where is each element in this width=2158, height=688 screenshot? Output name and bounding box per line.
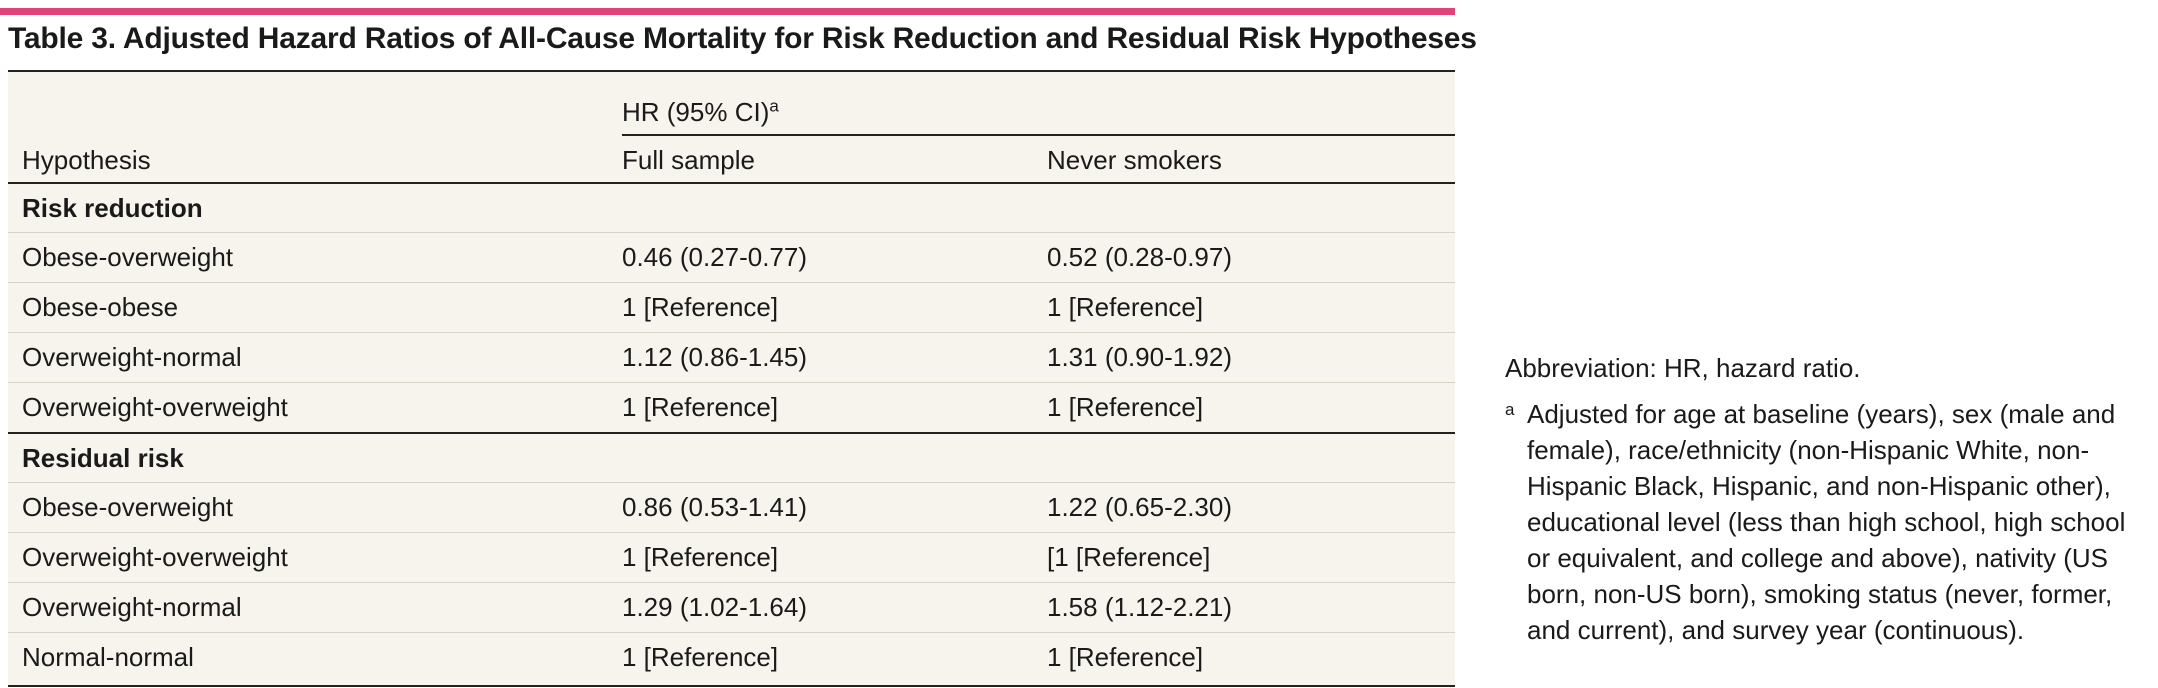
table-row: Obese-overweight 0.86 (0.53-1.41) 1.22 (… [8,482,1455,533]
hazard-ratio-table: HR (95% CI)a Hypothesis Full sample Neve… [8,72,1455,682]
never-smokers-cell: 1 [Reference] [1047,382,1455,433]
section-label: Residual risk [8,432,1455,483]
header-row-2: Hypothesis Full sample Never smokers [8,135,1455,183]
hypothesis-cell: Overweight-overweight [8,382,622,433]
table-row: Obese-overweight 0.46 (0.27-0.77) 0.52 (… [8,232,1455,283]
full-sample-cell: 0.46 (0.27-0.77) [622,232,1047,283]
table-row: Obese-obese 1 [Reference] 1 [Reference] [8,282,1455,333]
never-smokers-cell: 1 [Reference] [1047,632,1455,682]
table-row: Overweight-overweight 1 [Reference] 1 [R… [8,382,1455,433]
table-row: Overweight-overweight 1 [Reference] [1 [… [8,532,1455,583]
hypothesis-cell: Obese-overweight [8,232,622,283]
full-sample-cell: 1 [Reference] [622,532,1047,583]
table-title: Table 3. Adjusted Hazard Ratios of All-C… [8,22,1477,55]
section-label: Risk reduction [22,192,203,223]
hr-ci-header: HR (95% CI)a [622,72,1455,136]
section-row-residual-risk: Residual risk [8,432,1455,483]
abbreviation-note: Abbreviation: HR, hazard ratio. [1505,353,1861,383]
never-smokers-cell: 0.52 (0.28-0.97) [1047,232,1455,283]
footnote-mark: a [1505,400,1515,419]
never-smokers-cell: 1.22 (0.65-2.30) [1047,482,1455,533]
hr-ci-superscript: a [769,96,779,116]
never-smokers-header: Never smokers [1047,145,1222,175]
hypothesis-cell: Overweight-normal [8,582,622,633]
header-empty-cell [8,72,622,135]
never-smokers-cell: 1 [Reference] [1047,282,1455,333]
footnote: a Adjusted for age at baseline (years), … [1505,396,2155,648]
header-row-1: HR (95% CI)a [8,72,1455,136]
hypothesis-cell: Obese-overweight [8,482,622,533]
hypothesis-cell: Normal-normal [8,632,622,682]
never-smokers-cell: 1.58 (1.12-2.21) [1047,582,1455,633]
never-smokers-cell: 1.31 (0.90-1.92) [1047,332,1455,383]
full-sample-cell: 1 [Reference] [622,282,1047,333]
full-sample-cell: 1.12 (0.86-1.45) [622,332,1047,383]
table-notes: Abbreviation: HR, hazard ratio. a Adjust… [1505,350,2155,648]
hypothesis-cell: Obese-obese [8,282,622,333]
hypothesis-cell: Overweight-overweight [8,532,622,583]
hypothesis-header: Hypothesis [22,145,151,175]
table-row: Normal-normal 1 [Reference] 1 [Reference… [8,632,1455,682]
footnote-text: Adjusted for age at baseline (years), se… [1527,399,2126,645]
accent-bar [0,8,1455,15]
full-sample-cell: 1.29 (1.02-1.64) [622,582,1047,633]
table-row: Overweight-normal 1.12 (0.86-1.45) 1.31 … [8,332,1455,383]
full-sample-cell: 0.86 (0.53-1.41) [622,482,1047,533]
hypothesis-cell: Overweight-normal [8,332,622,383]
full-sample-cell: 1 [Reference] [622,632,1047,682]
never-smokers-cell: [1 [Reference] [1047,532,1455,583]
table-row: Overweight-normal 1.29 (1.02-1.64) 1.58 … [8,582,1455,633]
full-sample-cell: 1 [Reference] [622,382,1047,433]
hr-ci-label: HR (95% CI) [622,97,770,127]
full-sample-header: Full sample [622,145,755,175]
table-container: HR (95% CI)a Hypothesis Full sample Neve… [8,70,1455,687]
section-row-risk-reduction: Risk reduction [8,183,1455,233]
